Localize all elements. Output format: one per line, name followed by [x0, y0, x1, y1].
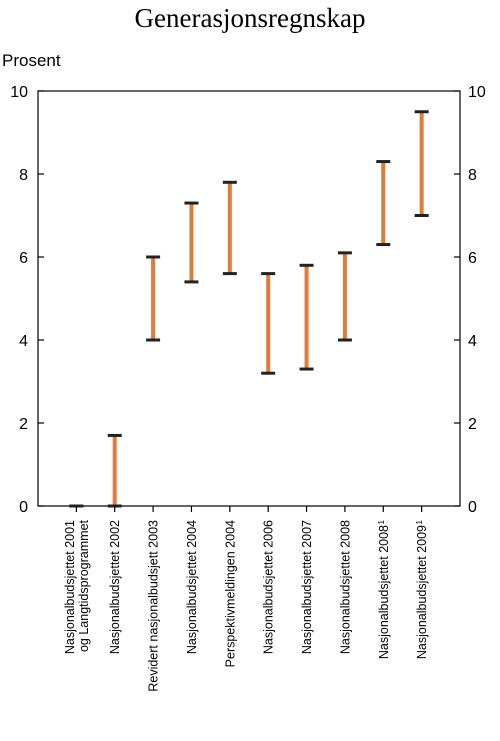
x-category-label: Perspektivmeldingen 2004: [223, 520, 237, 667]
x-category-label-line: Revidert nasjonalbudsjett 2003: [147, 520, 161, 692]
x-category-footnote-mark: 1: [377, 519, 386, 524]
x-category-footnote-mark: 1: [415, 519, 424, 524]
y-tick-label-right: 6: [468, 250, 477, 267]
x-category-label-line: Nasjonalbudsjettet 2008: [338, 520, 352, 654]
y-axis-label: Prosent: [2, 51, 61, 70]
x-category-label-line: Nasjonalbudsjettet 2006: [262, 520, 276, 654]
x-category-labels: Nasjonalbudsjettet 2001 og Langtidsprogra…: [63, 506, 429, 692]
y-tick-label-right: 10: [468, 84, 486, 101]
y-tick-label-left: 10: [10, 84, 28, 101]
y-tick-label-left: 0: [19, 499, 28, 516]
y-ticks-left: 0 2 4 6 8 10: [10, 84, 44, 516]
x-category-label: Nasjonalbudsjettet 2007: [300, 520, 314, 654]
x-category-label: Nasjonalbudsjettet 2006: [262, 520, 276, 654]
y-tick-label-left: 6: [19, 250, 28, 267]
x-category-label: Nasjonalbudsjettet 2001 og Langtidsprogra…: [63, 519, 91, 654]
y-tick-label-right: 8: [468, 167, 477, 184]
x-category-label-line: Nasjonalbudsjettet 2008: [377, 525, 391, 659]
x-category-label: Nasjonalbudsjettet 2002: [108, 520, 122, 654]
x-category-label-line: Nasjonalbudsjettet 2009: [415, 525, 429, 659]
x-category-label-line: Nasjonalbudsjettet 2004: [185, 520, 199, 654]
x-category-label: Nasjonalbudsjettet 2008: [338, 520, 352, 654]
y-tick-label-right: 2: [468, 416, 477, 433]
x-category-label-line: og Langtidsprogrammet: [77, 519, 91, 652]
x-category-label: Nasjonalbudsjettet 2004: [185, 520, 199, 654]
x-category-label-line: Nasjonalbudsjettet 2002: [108, 520, 122, 654]
y-tick-label-left: 8: [19, 167, 28, 184]
y-tick-label-left: 4: [19, 333, 28, 350]
y-tick-label-left: 2: [19, 416, 28, 433]
x-category-label: Revidert nasjonalbudsjett 2003: [147, 520, 161, 692]
y-tick-label-right: 0: [468, 499, 477, 516]
plot-frame: [37, 90, 461, 507]
chart-title: Generasjonsregnskap: [135, 3, 366, 33]
y-tick-label-right: 4: [468, 333, 477, 350]
y-ticks-right: 0 2 4 6 8 10: [454, 84, 486, 516]
ranges: [69, 110, 429, 508]
x-category-label-line: Perspektivmeldingen 2004: [223, 520, 237, 667]
x-category-label-line: Nasjonalbudsjettet 2001: [63, 520, 77, 654]
x-category-label-line: Nasjonalbudsjettet 2007: [300, 520, 314, 654]
